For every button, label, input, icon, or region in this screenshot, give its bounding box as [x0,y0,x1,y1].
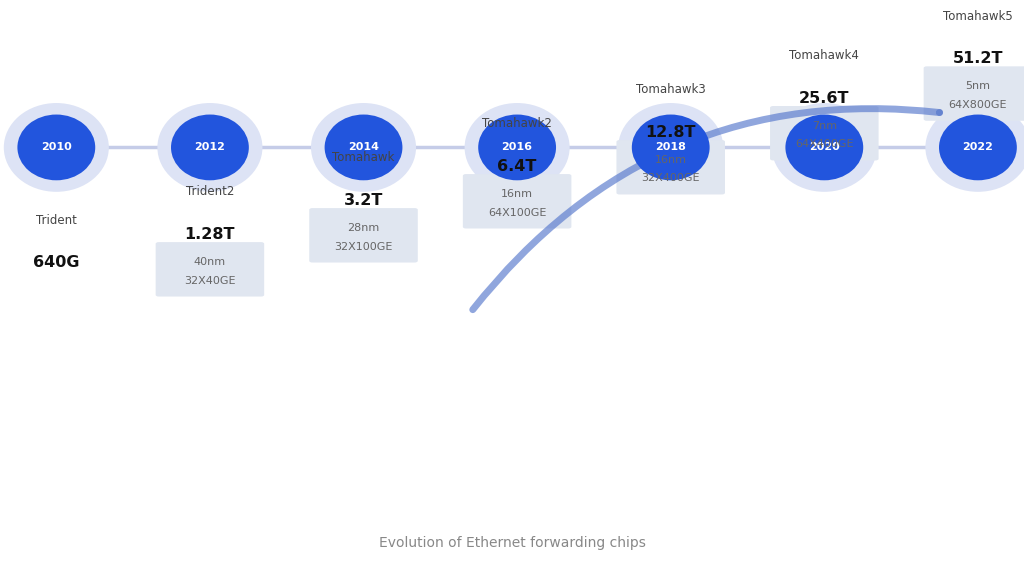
Ellipse shape [939,115,1017,180]
Text: Tomahawk5: Tomahawk5 [943,10,1013,23]
FancyBboxPatch shape [156,242,264,297]
Text: 7nm: 7nm [812,121,837,130]
Ellipse shape [325,115,402,180]
Ellipse shape [311,103,416,192]
Text: 2012: 2012 [195,142,225,153]
Ellipse shape [785,115,863,180]
Text: 64X800GE: 64X800GE [948,100,1008,110]
Text: 51.2T: 51.2T [952,51,1004,66]
Text: Tomahawk4: Tomahawk4 [790,49,859,62]
Text: 2022: 2022 [963,142,993,153]
Text: Evolution of Ethernet forwarding chips: Evolution of Ethernet forwarding chips [379,536,645,550]
Text: Tomahawk: Tomahawk [333,151,394,164]
Text: 5nm: 5nm [966,81,990,91]
Text: Trident: Trident [36,214,77,227]
Ellipse shape [465,103,569,192]
Text: 64X100GE: 64X100GE [487,208,547,218]
Text: 2014: 2014 [348,142,379,153]
Ellipse shape [4,103,109,192]
Ellipse shape [618,103,723,192]
Text: 25.6T: 25.6T [799,91,850,105]
Ellipse shape [478,115,556,180]
Text: 2010: 2010 [41,142,72,153]
Text: 32X100GE: 32X100GE [334,242,393,252]
FancyBboxPatch shape [309,208,418,263]
FancyBboxPatch shape [616,140,725,194]
FancyBboxPatch shape [924,66,1024,121]
Text: 16nm: 16nm [501,189,534,198]
Text: Tomahawk2: Tomahawk2 [482,117,552,130]
Text: 640G: 640G [33,255,80,270]
Text: 28nm: 28nm [347,223,380,232]
Ellipse shape [171,115,249,180]
Text: 6.4T: 6.4T [498,159,537,174]
Text: 64X400GE: 64X400GE [795,139,854,150]
Text: 3.2T: 3.2T [344,193,383,208]
Ellipse shape [926,103,1024,192]
Text: 40nm: 40nm [194,257,226,266]
Text: 2018: 2018 [655,142,686,153]
Text: Tomahawk3: Tomahawk3 [636,83,706,96]
Ellipse shape [17,115,95,180]
Text: Trident2: Trident2 [185,185,234,198]
Text: 2016: 2016 [502,142,532,153]
FancyBboxPatch shape [770,106,879,160]
Text: 12.8T: 12.8T [645,125,696,139]
Ellipse shape [158,103,262,192]
FancyBboxPatch shape [463,174,571,229]
FancyArrowPatch shape [473,109,940,310]
Text: 1.28T: 1.28T [184,227,236,242]
Ellipse shape [772,103,877,192]
Text: 32X400GE: 32X400GE [641,174,700,184]
Text: 32X40GE: 32X40GE [184,276,236,286]
Text: 16nm: 16nm [654,155,687,164]
Text: 2020: 2020 [809,142,840,153]
Ellipse shape [632,115,710,180]
